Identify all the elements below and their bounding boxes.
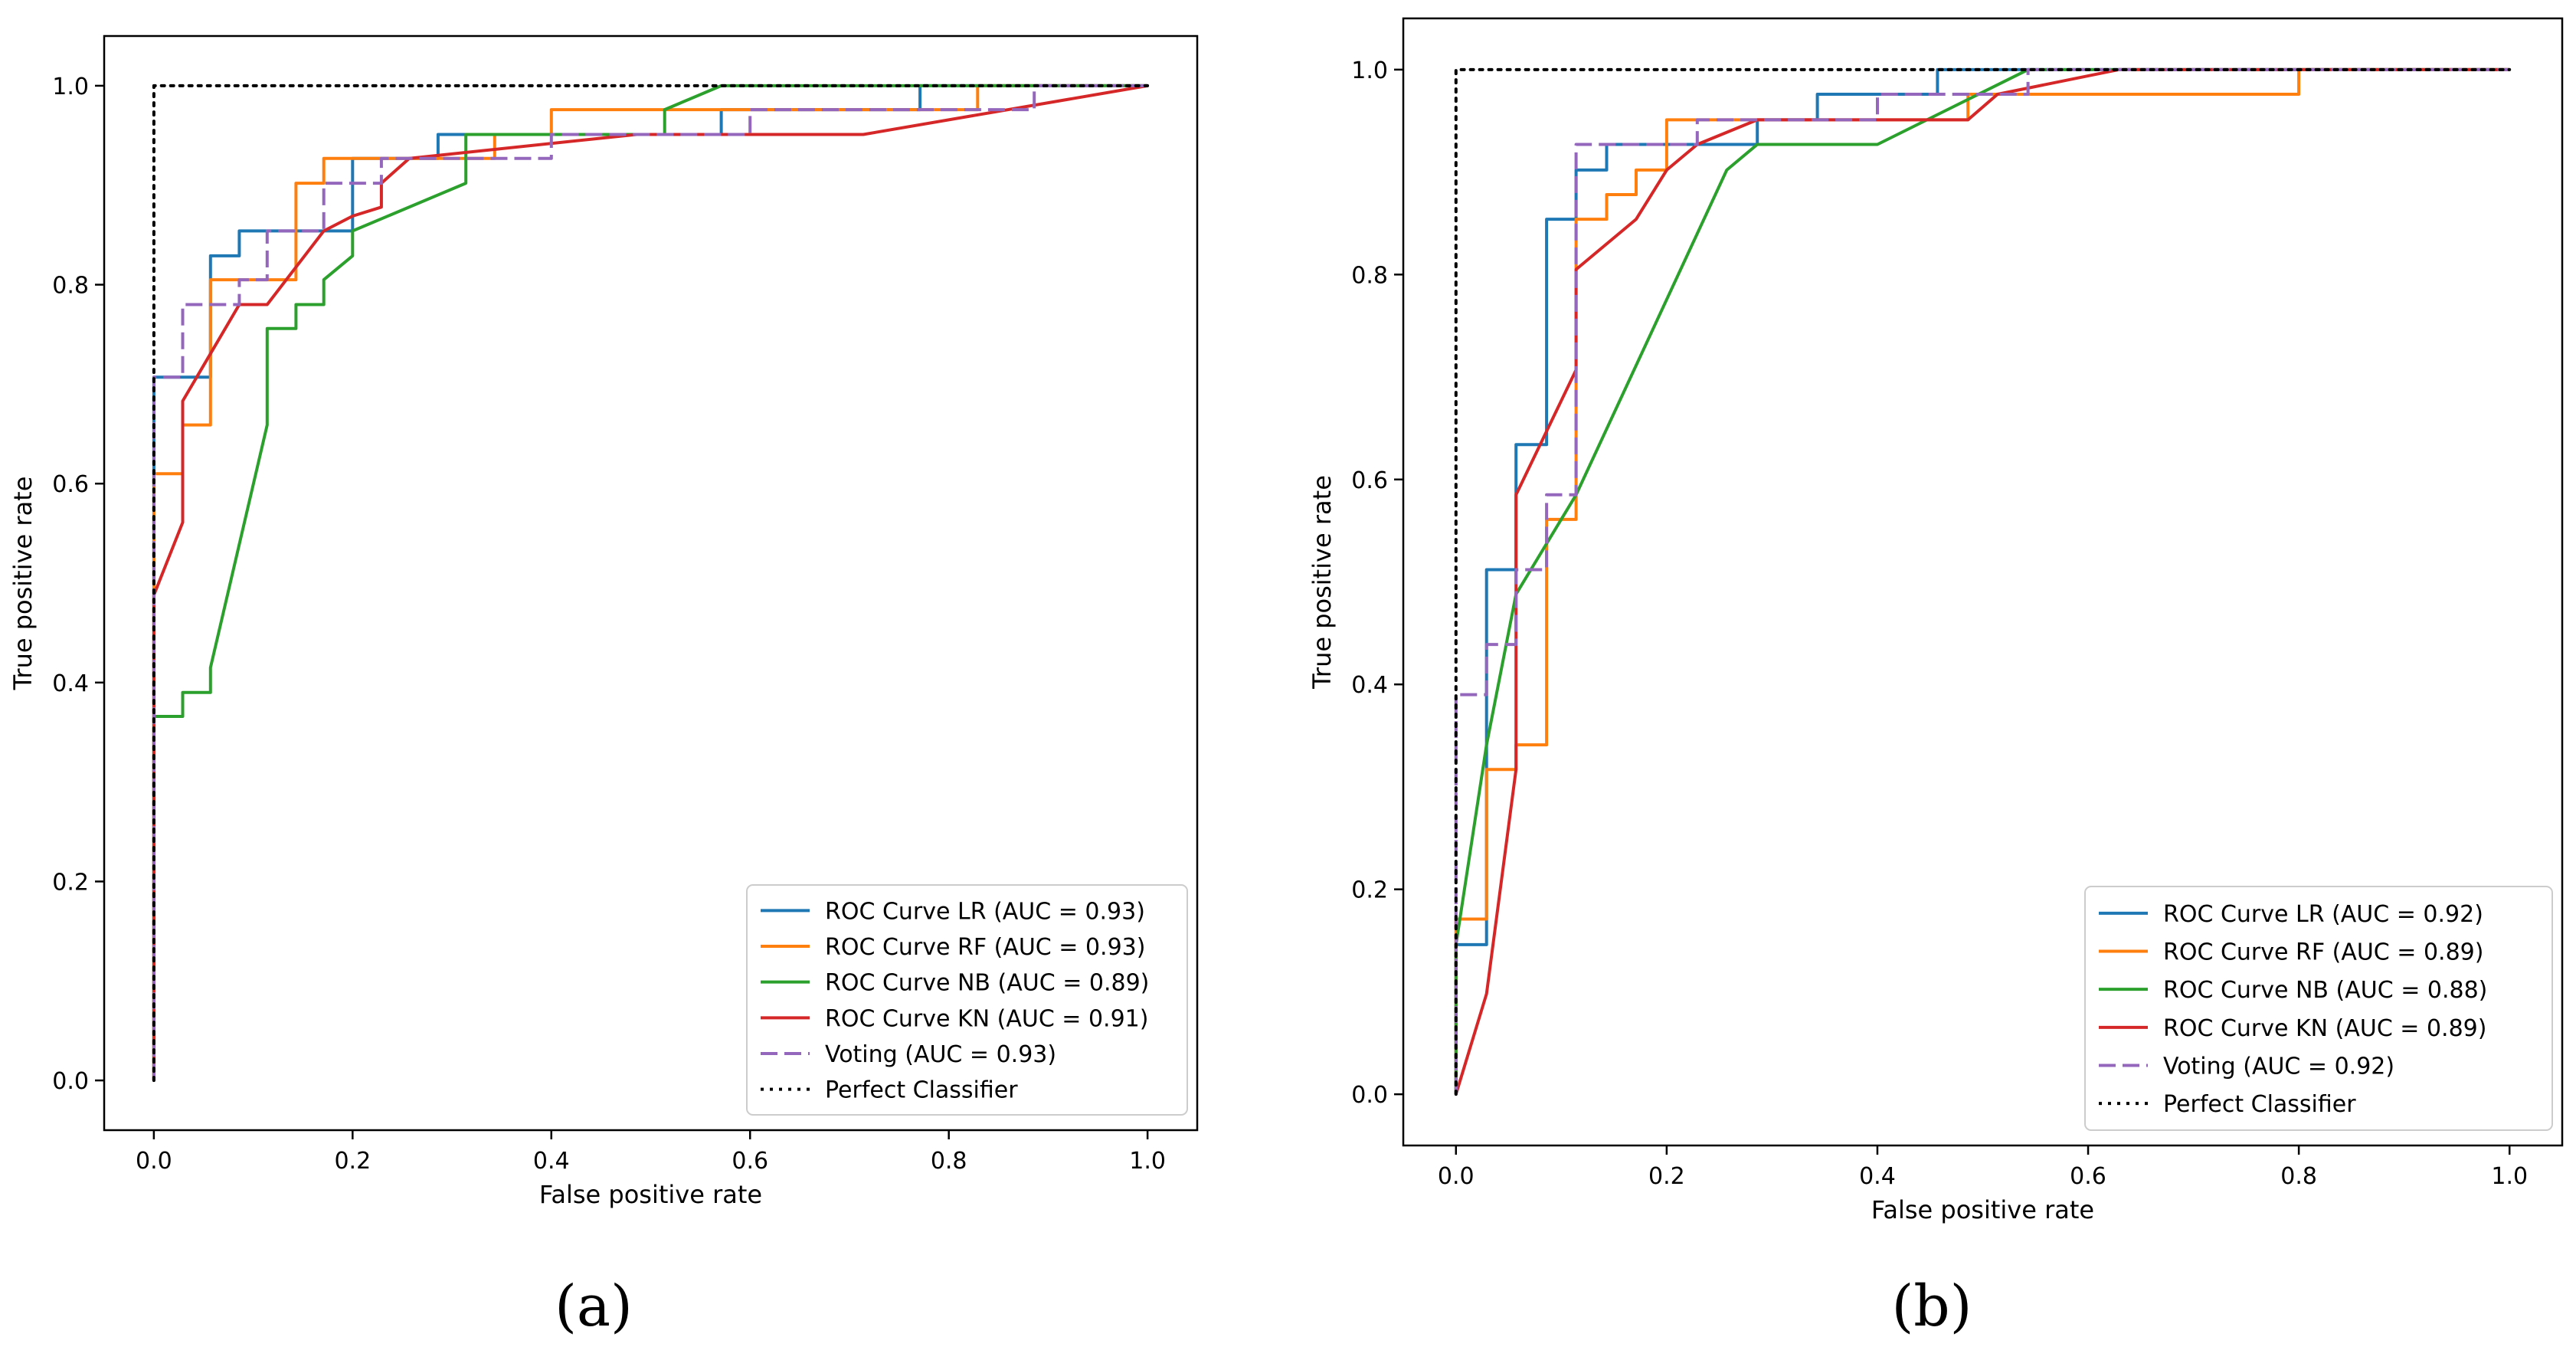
series-line-6	[152, 84, 1150, 1083]
legend-label: ROC Curve LR (AUC = 0.92)	[2163, 901, 2483, 928]
legend-label: ROC Curve NB (AUC = 0.89)	[825, 970, 1149, 997]
legend-label: ROC Curve RF (AUC = 0.89)	[2163, 939, 2483, 966]
x-tick-label: 0.6	[2070, 1163, 2106, 1190]
legend-label: ROC Curve KN (AUC = 0.91)	[825, 1005, 1148, 1032]
x-tick-label: 0.4	[533, 1148, 570, 1175]
x-tick-label: 0.8	[931, 1148, 967, 1175]
legend-label: ROC Curve LR (AUC = 0.93)	[825, 898, 1145, 925]
x-axis-label: False positive rate	[1871, 1195, 2094, 1224]
legend-label: Voting (AUC = 0.92)	[2163, 1054, 2394, 1080]
series-line-6	[1454, 67, 2512, 1096]
x-tick-label: 0.8	[2280, 1163, 2317, 1190]
x-tick-label: 0.0	[136, 1148, 172, 1175]
x-tick-label: 1.0	[1129, 1148, 1166, 1175]
series-line-1	[1454, 67, 2510, 1095]
y-tick-label: 0.8	[1351, 262, 1388, 289]
legend-label: Perfect Classifier	[825, 1077, 1018, 1104]
y-tick-label: 1.0	[1351, 57, 1388, 84]
legend-box	[2084, 886, 2553, 1131]
x-axis-label: False positive rate	[539, 1180, 762, 1209]
panel-caption: (b)	[1891, 1273, 1972, 1339]
x-tick-label: 0.2	[1648, 1163, 1685, 1190]
roc-panel-b: 0.0 0.2 0.4 0.6 0.8 1.0 0.0 0.2 0.4 0.6 0.8 1.0 Fals…	[1308, 17, 2564, 1339]
x-tick-label: 0.0	[1438, 1163, 1475, 1190]
legend-label: ROC Curve KN (AUC = 0.89)	[2163, 1015, 2486, 1042]
panel-caption: (a)	[555, 1273, 633, 1339]
x-tick-label: 0.4	[1859, 1163, 1896, 1190]
series-line-4	[1454, 67, 2510, 1095]
legend-box	[746, 884, 1188, 1116]
y-axis-label: True positive rate	[8, 477, 38, 691]
y-tick-label: 0.2	[1351, 877, 1388, 904]
y-tick-label: 0.0	[1351, 1082, 1388, 1109]
y-tick-label: 0.6	[52, 471, 89, 498]
series-line-4	[152, 84, 1148, 1081]
legend-label: ROC Curve NB (AUC = 0.88)	[2163, 977, 2487, 1004]
roc-panel-a: 0.0 0.2 0.4 0.6 0.8 1.0 0.0 0.2 0.4 0.6 0.8 1.0 Fals…	[8, 34, 1199, 1339]
series-line-5	[1454, 67, 2510, 1095]
x-tick-label: 0.2	[334, 1148, 371, 1175]
y-tick-label: 0.2	[52, 869, 89, 896]
legend-label: ROC Curve RF (AUC = 0.93)	[825, 934, 1145, 961]
y-axis-label: True positive rate	[1308, 475, 1337, 690]
x-tick-label: 1.0	[2491, 1163, 2528, 1190]
y-tick-label: 1.0	[52, 74, 89, 100]
y-tick-label: 0.0	[52, 1068, 89, 1095]
y-tick-label: 0.8	[52, 273, 89, 300]
y-tick-label: 0.4	[52, 670, 89, 697]
x-tick-label: 0.6	[732, 1148, 768, 1175]
legend-label: Perfect Classifier	[2163, 1091, 2356, 1118]
y-tick-label: 0.4	[1351, 672, 1388, 699]
series-line-3	[1454, 67, 2510, 1095]
series-line-2	[1454, 67, 2510, 1095]
y-tick-label: 0.6	[1351, 467, 1388, 494]
legend-label: Voting (AUC = 0.93)	[825, 1041, 1056, 1068]
